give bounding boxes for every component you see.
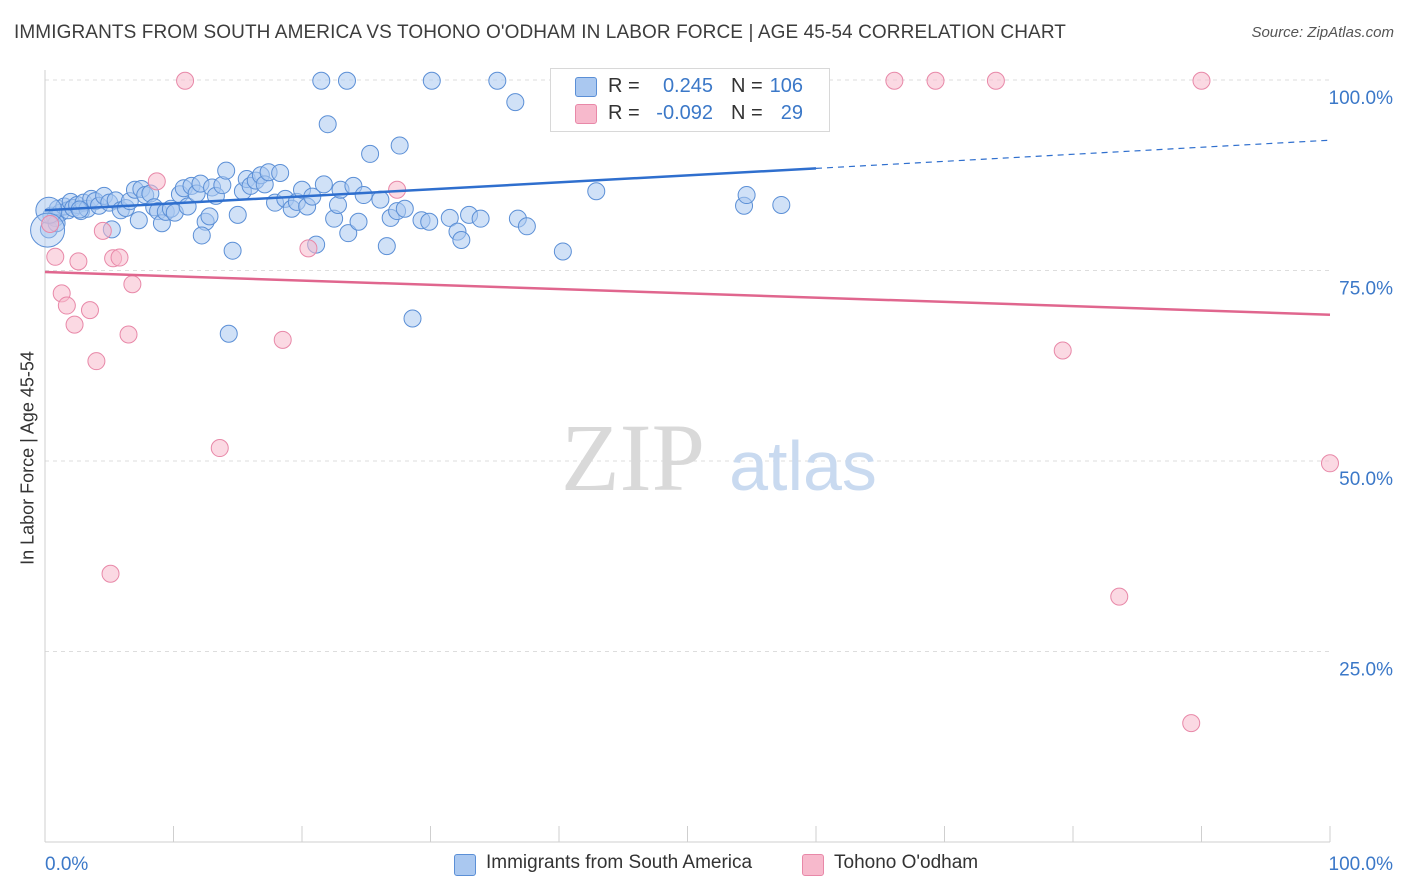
data-point-immigrants xyxy=(349,212,368,231)
data-point-immigrants xyxy=(312,71,331,90)
data-point-immigrants xyxy=(553,242,572,261)
data-point-immigrants xyxy=(200,207,219,226)
legend-row-tohono: R = -0.092 N = 29 xyxy=(551,100,829,128)
data-point-immigrants xyxy=(219,324,238,343)
legend-r-label: R = xyxy=(608,102,640,124)
data-point-tohono xyxy=(1192,71,1211,90)
data-point-immigrants xyxy=(361,144,380,163)
data-point-immigrants xyxy=(271,163,290,182)
data-point-tohono xyxy=(123,275,142,294)
x-tick-label: 100.0% xyxy=(1329,854,1394,875)
data-point-tohono xyxy=(1110,587,1129,606)
legend-r-value: -0.092 xyxy=(656,102,713,124)
data-point-tohono xyxy=(110,248,129,267)
data-point-tohono xyxy=(1053,341,1072,360)
legend: R = 0.245 N = 106 R = -0.092 N = 29 xyxy=(550,68,830,132)
data-point-tohono xyxy=(147,172,166,191)
data-point-immigrants xyxy=(395,199,414,218)
data-point-tohono xyxy=(87,352,106,371)
data-point-immigrants xyxy=(488,71,507,90)
data-point-immigrants xyxy=(772,195,791,214)
chart-title: IMMIGRANTS FROM SOUTH AMERICA VS TOHONO … xyxy=(14,22,1067,43)
data-point-tohono xyxy=(885,71,904,90)
tick-labels: 25.0% 50.0% 75.0% 100.0% 0.0% 100.0% xyxy=(45,88,1393,875)
data-point-immigrants xyxy=(440,208,459,227)
data-point-immigrants xyxy=(420,212,439,231)
legend-r-value: 0.245 xyxy=(662,75,713,97)
data-point-tohono xyxy=(299,239,318,258)
data-point-immigrants xyxy=(377,237,396,256)
legend-swatch-blue xyxy=(575,77,597,97)
data-point-tohono xyxy=(93,221,112,240)
legend-n-value: 29 xyxy=(780,102,803,124)
legend-r-label: R = xyxy=(608,75,640,97)
data-point-immigrants xyxy=(354,186,373,205)
data-point-immigrants xyxy=(228,205,247,224)
data-point-immigrants xyxy=(318,115,337,134)
data-point-immigrants xyxy=(223,241,242,260)
trend-lines xyxy=(44,139,1331,316)
data-point-immigrants xyxy=(422,71,441,90)
y-tick-label: 100.0% xyxy=(1329,88,1394,109)
y-tick-label: 50.0% xyxy=(1339,469,1393,490)
legend-row-immigrants: R = 0.245 N = 106 xyxy=(551,73,829,101)
trend-line-tohono xyxy=(44,270,1331,316)
data-point-immigrants xyxy=(371,190,390,209)
trend-line-immigrants xyxy=(44,167,817,212)
data-point-immigrants xyxy=(506,93,525,112)
data-point-tohono xyxy=(101,564,120,583)
bottom-legend-swatch-blue xyxy=(454,854,476,876)
data-point-immigrants xyxy=(328,195,347,214)
series-tohono-points xyxy=(41,71,1339,733)
data-point-tohono xyxy=(273,330,292,349)
data-point-tohono xyxy=(1321,454,1339,473)
y-tick-label: 75.0% xyxy=(1339,279,1393,300)
legend-n-label: N = xyxy=(731,102,763,124)
data-point-tohono xyxy=(57,296,76,315)
data-point-immigrants xyxy=(471,209,490,228)
data-point-tohono xyxy=(119,325,138,344)
data-point-tohono xyxy=(46,247,65,266)
data-point-immigrants xyxy=(403,309,422,328)
bottom-legend-label: Immigrants from South America xyxy=(486,852,753,873)
data-point-tohono xyxy=(176,71,195,90)
data-point-immigrants xyxy=(339,224,358,243)
y-tick-label: 25.0% xyxy=(1339,660,1393,681)
gridlines xyxy=(45,79,1330,652)
trend-line-immigrants-extension xyxy=(815,139,1331,169)
data-point-tohono xyxy=(65,315,84,334)
data-point-immigrants xyxy=(390,136,409,155)
data-point-tohono xyxy=(41,215,60,234)
data-point-tohono xyxy=(1182,714,1201,733)
data-point-tohono xyxy=(210,439,229,458)
data-point-tohono xyxy=(69,252,88,271)
legend-n-label: N = xyxy=(731,75,763,97)
data-point-immigrants xyxy=(129,211,148,230)
series-immigrants-points xyxy=(30,71,825,343)
source-label: Source: ZipAtlas.com xyxy=(1251,24,1394,41)
bottom-legend-label: Tohono O'odham xyxy=(834,852,979,873)
data-point-immigrants xyxy=(217,161,236,180)
data-point-tohono xyxy=(926,71,945,90)
bottom-legend-swatch-pink xyxy=(802,854,824,876)
legend-swatch-pink xyxy=(575,104,597,124)
watermark-atlas: atlas xyxy=(729,427,877,505)
data-point-immigrants xyxy=(314,175,333,194)
data-point-immigrants xyxy=(337,71,356,90)
data-point-immigrants xyxy=(737,186,756,205)
watermark: ZIP atlas xyxy=(561,404,877,511)
watermark-zip: ZIP xyxy=(561,404,705,511)
data-point-immigrants xyxy=(452,231,471,250)
data-point-immigrants xyxy=(517,217,536,236)
data-point-tohono xyxy=(80,301,99,320)
data-point-immigrants xyxy=(192,226,211,245)
x-tick-label: 0.0% xyxy=(45,854,88,875)
data-point-tohono xyxy=(986,71,1005,90)
legend-n-value: 106 xyxy=(769,75,803,97)
data-point-immigrants xyxy=(587,182,606,201)
